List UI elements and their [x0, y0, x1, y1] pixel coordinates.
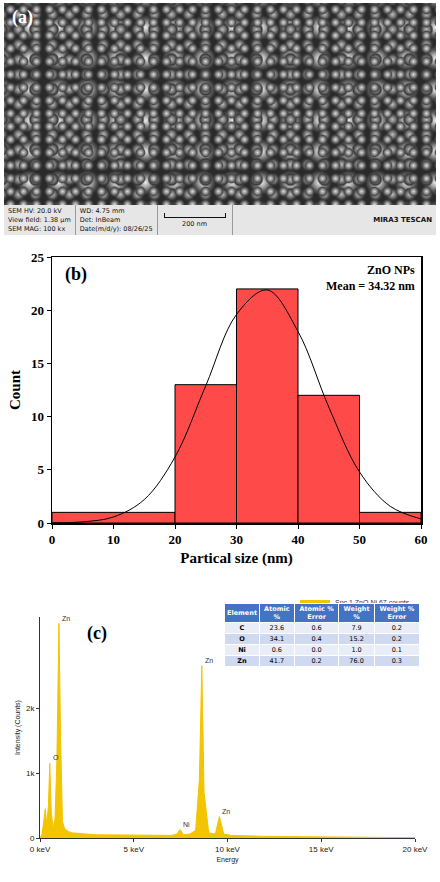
svg-text:20 keV: 20 keV: [403, 845, 429, 854]
html-text:View field: 1.38 µm: View field: 1.38 µm: [8, 216, 71, 224]
svg-text:0: 0: [49, 532, 56, 547]
html-text:0.3: 0.3: [391, 657, 402, 665]
svg-text:25: 25: [31, 250, 45, 265]
html-text:Zn: Zn: [237, 657, 247, 665]
svg-text:Partical size (nm): Partical size (nm): [180, 550, 292, 567]
html-text:Det: InBeam: Det: InBeam: [79, 216, 121, 224]
html-text:1.0: 1.0: [351, 646, 362, 654]
svg-text:40: 40: [292, 532, 305, 547]
svg-text:Count: Count: [7, 370, 23, 410]
svg-text:20: 20: [169, 532, 182, 547]
svg-text:Energy: Energy: [216, 856, 239, 864]
html-text:15.2: 15.2: [349, 635, 364, 643]
html-text:0.2: 0.2: [311, 657, 322, 665]
svg-text:2k: 2k: [26, 704, 35, 713]
svg-text:(c): (c): [87, 623, 107, 644]
html-text:0.0: 0.0: [311, 646, 322, 654]
svg-text:Ni: Ni: [183, 821, 190, 828]
html-text:0.4: 0.4: [311, 635, 322, 643]
html-text:MIRA3 TESCAN: MIRA3 TESCAN: [373, 216, 432, 224]
html-text:Date(m/d/y): 08/26/25: Date(m/d/y): 08/26/25: [79, 225, 153, 234]
html-text:Weight % Error: Weight % Error: [379, 605, 415, 621]
svg-text:10: 10: [31, 409, 44, 424]
svg-text:ZnO NPs: ZnO NPs: [367, 263, 415, 277]
svg-text:0: 0: [30, 834, 35, 843]
svg-text:10: 10: [107, 532, 120, 547]
html-text:SEM MAG: 100 kx: SEM MAG: 100 kx: [8, 225, 66, 234]
html-text:C: C: [239, 624, 245, 632]
html-text:(a): (a): [12, 7, 33, 27]
html-text:0.6: 0.6: [311, 624, 322, 632]
svg-text:(b): (b): [65, 264, 87, 285]
svg-text:1k: 1k: [26, 769, 35, 778]
svg-text:10 keV: 10 keV: [215, 845, 241, 854]
html-text:Ni: Ni: [238, 646, 246, 654]
svg-text:Intensity (Counts): Intensity (Counts): [14, 700, 22, 755]
svg-text:20: 20: [31, 303, 44, 318]
html-text:WD: 4.75 mm: WD: 4.75 mm: [79, 206, 125, 215]
html-text:Atomic % Error: Atomic % Error: [299, 605, 334, 621]
html-text:7.9: 7.9: [351, 624, 362, 632]
html-text:Atomic %: Atomic %: [264, 605, 290, 621]
html-text:0.2: 0.2: [391, 624, 402, 632]
svg-text:Mean = 34.32 nm: Mean = 34.32 nm: [326, 279, 415, 293]
svg-text:50: 50: [353, 532, 366, 547]
html-text:23.6: 23.6: [269, 624, 285, 632]
html-text:0.2: 0.2: [391, 635, 402, 643]
html-text:SEM HV: 20.0 kV: SEM HV: 20.0 kV: [8, 206, 62, 215]
svg-text:5 keV: 5 keV: [124, 845, 145, 854]
svg-text:15 keV: 15 keV: [309, 845, 335, 854]
svg-text:15: 15: [31, 356, 45, 371]
svg-text:30: 30: [230, 532, 243, 547]
html-text:200 nm: 200 nm: [182, 219, 207, 228]
svg-text:5: 5: [37, 462, 44, 477]
html-text:34.1: 34.1: [269, 635, 285, 643]
html-text:Element: Element: [227, 609, 257, 617]
svg-text:Zn: Zn: [205, 657, 213, 664]
html-text:O: O: [239, 635, 245, 643]
html-text:41.7: 41.7: [269, 657, 285, 665]
svg-text:0: 0: [37, 516, 44, 531]
html-text:0.6: 0.6: [271, 646, 282, 654]
html-text:Weight %: Weight %: [343, 605, 370, 621]
html-text:76.0: 76.0: [349, 657, 364, 665]
svg-text:O: O: [53, 754, 59, 761]
html-text:0.1: 0.1: [391, 646, 402, 654]
svg-text:60: 60: [415, 532, 428, 547]
svg-text:0 keV: 0 keV: [30, 845, 51, 854]
svg-text:Zn: Zn: [222, 808, 230, 815]
svg-text:Zn: Zn: [62, 615, 70, 622]
